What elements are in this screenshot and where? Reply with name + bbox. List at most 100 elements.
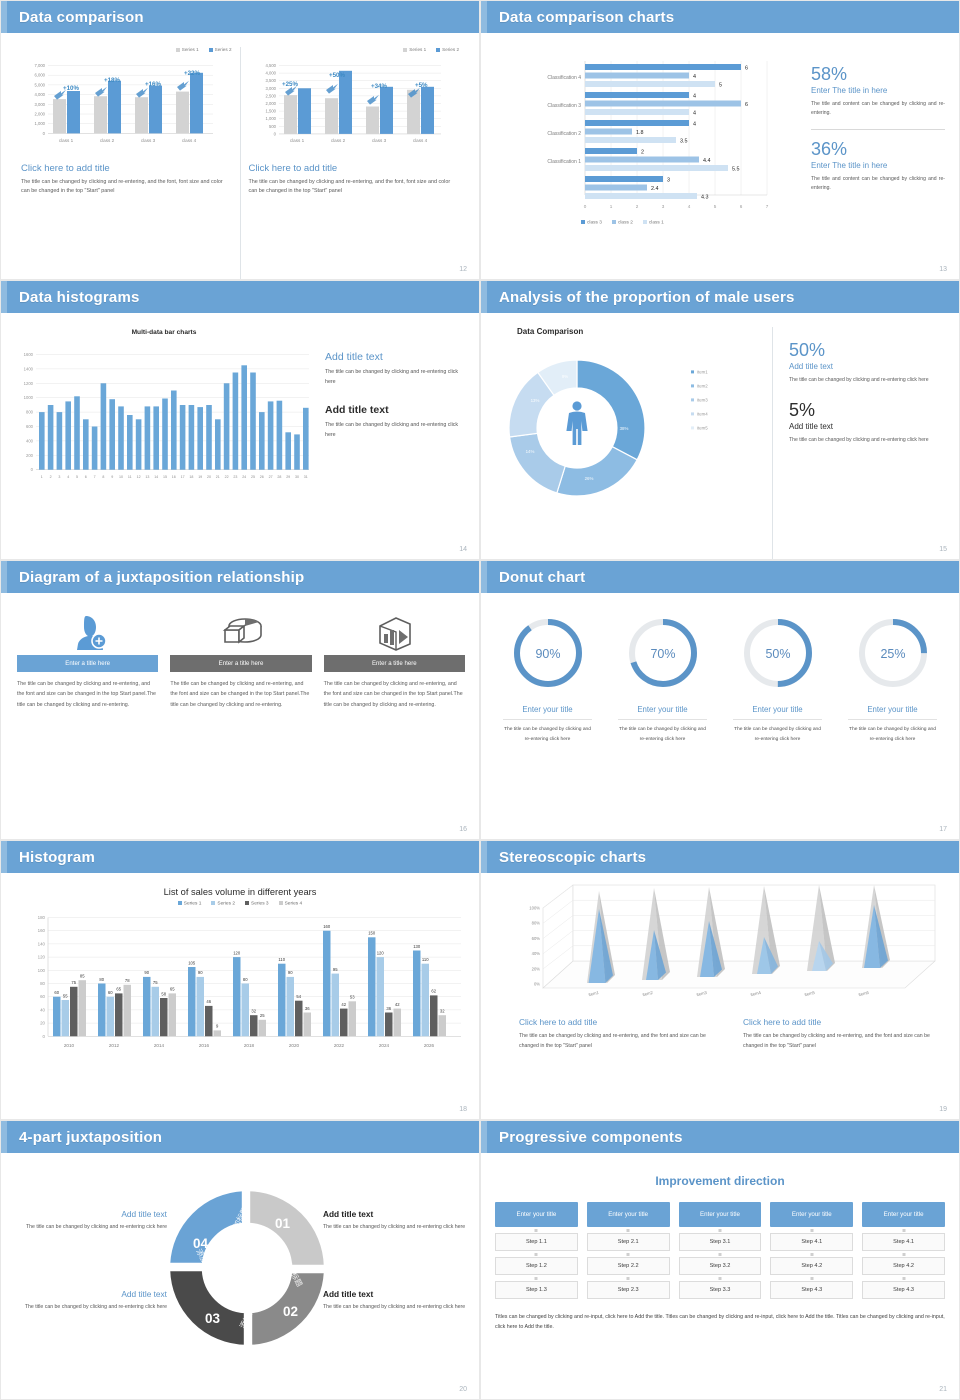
step-cell[interactable]: Step 4.3 [862, 1281, 945, 1299]
svg-text:42: 42 [341, 1002, 346, 1007]
svg-text:6: 6 [745, 102, 748, 108]
svg-text:60%: 60% [532, 936, 541, 941]
column-header[interactable]: Enter your title [678, 1202, 762, 1227]
svg-text:90: 90 [144, 970, 149, 975]
svg-text:1: 1 [41, 475, 43, 479]
stat-title: Add title text [789, 421, 834, 431]
step-cell[interactable]: Step 2.2 [586, 1257, 670, 1275]
slide-title: Data comparison charts [499, 8, 675, 26]
step-cell[interactable]: Step 2.1 [586, 1233, 670, 1251]
svg-text:+5%: +5% [415, 82, 428, 89]
svg-text:5: 5 [714, 204, 717, 209]
title-button[interactable]: Enter a title here [17, 655, 159, 672]
svg-text:80%: 80% [532, 921, 541, 926]
slide-header: Analysis of the proportion of male users [481, 281, 959, 313]
svg-text:10: 10 [119, 475, 123, 479]
title-button[interactable]: Enter a title here [170, 655, 312, 672]
step-cell[interactable]: Step 1.1 [495, 1233, 578, 1251]
stat-value: 58% [811, 64, 848, 84]
segment-number: 04 [193, 1236, 209, 1251]
svg-text:1,000: 1,000 [35, 121, 46, 126]
svg-text:+50%: +50% [329, 72, 345, 79]
step-cell[interactable]: Step 4.3 [770, 1281, 854, 1299]
step-cell[interactable]: Step 4.2 [770, 1257, 854, 1275]
ring-title: Enter your title [867, 705, 918, 714]
column-header[interactable]: Enter your title [862, 1202, 945, 1227]
pie-3d-icon [170, 609, 311, 655]
svg-text:32: 32 [251, 1009, 256, 1014]
step-cell[interactable]: Step 1.2 [495, 1257, 578, 1275]
step-cell[interactable]: Step 2.3 [586, 1281, 670, 1299]
svg-text:16: 16 [172, 475, 176, 479]
page-number: 21 [939, 1386, 947, 1393]
svg-text:class 4: class 4 [412, 138, 427, 143]
title-button[interactable]: Enter a title here [323, 655, 465, 672]
step-cell[interactable]: Step 3.1 [678, 1233, 762, 1251]
step-cell[interactable]: Step 1.3 [495, 1281, 578, 1299]
step-cell[interactable]: Step 4.1 [862, 1233, 945, 1251]
svg-text:22: 22 [225, 475, 229, 479]
slide-header: Data histograms [1, 281, 479, 313]
step-cell[interactable]: Step 4.2 [862, 1257, 945, 1275]
svg-text:class 3: class 3 [141, 138, 156, 143]
svg-text:4: 4 [693, 122, 696, 128]
svg-text:4: 4 [693, 74, 696, 80]
svg-text:29: 29 [286, 475, 290, 479]
slide-title: Analysis of the proportion of male users [499, 288, 795, 306]
svg-text:20: 20 [207, 475, 211, 479]
progress-ring: 90% [513, 619, 582, 687]
svg-text:200: 200 [26, 453, 34, 458]
svg-text:3.5: 3.5 [680, 139, 688, 145]
svg-text:75: 75 [71, 980, 76, 985]
svg-text:2: 2 [636, 204, 639, 209]
column-text: The title can be changed by clicking and… [323, 681, 463, 708]
stat-text: The title can be changed by clicking and… [789, 376, 929, 383]
step-cell[interactable]: Step 3.2 [678, 1257, 762, 1275]
svg-text:32: 32 [440, 1009, 445, 1014]
svg-text:13%: 13% [531, 398, 540, 403]
svg-text:21: 21 [216, 475, 220, 479]
svg-text:18: 18 [189, 475, 193, 479]
svg-text:7: 7 [94, 475, 96, 479]
svg-text:2020: 2020 [289, 1043, 300, 1048]
step-cell[interactable]: Step 4.1 [770, 1233, 854, 1251]
slide-data-comparison: Data comparison Series 1 Series 2 7,000 6… [0, 0, 480, 280]
svg-text:46: 46 [206, 999, 211, 1004]
ring-title: Enter your title [752, 705, 803, 714]
svg-text:54: 54 [296, 994, 301, 999]
grouped-bar-chart: 180 160 140 120 100 80 60 40 20 0 [38, 915, 461, 1048]
svg-text:105: 105 [188, 961, 196, 966]
column-header[interactable]: Enter your title [586, 1202, 670, 1227]
svg-text:class 3: class 3 [371, 138, 386, 143]
svg-text:38%: 38% [620, 426, 629, 431]
block-title: Add title text [323, 1289, 374, 1299]
svg-text:19: 19 [198, 475, 202, 479]
svg-text:1,000: 1,000 [265, 116, 276, 121]
slide-title: Stereoscopic charts [499, 848, 647, 866]
svg-text:2010: 2010 [64, 1043, 75, 1048]
legend-item: Series 2 [208, 47, 232, 52]
svg-text:400: 400 [26, 438, 34, 443]
svg-text:40%: 40% [532, 951, 541, 956]
block-title: Add title text [323, 1209, 374, 1219]
slide-stereoscopic-charts: Stereoscopic charts [480, 840, 960, 1120]
step-cell[interactable]: Step 3.3 [678, 1281, 762, 1299]
segment-number: 01 [275, 1216, 291, 1231]
ring-value: 70% [650, 647, 675, 661]
svg-text:item2: item2 [642, 990, 654, 997]
svg-text:58: 58 [161, 992, 166, 997]
page-number: 18 [459, 1106, 467, 1113]
column-header[interactable]: Enter your title [495, 1202, 578, 1227]
svg-text:+25%: +25% [282, 81, 298, 88]
svg-text:3: 3 [662, 204, 665, 209]
svg-text:2014: 2014 [154, 1043, 165, 1048]
svg-text:62: 62 [431, 989, 436, 994]
svg-text:55: 55 [63, 994, 68, 999]
svg-text:25: 25 [260, 1013, 265, 1018]
ring-title: Enter your title [522, 705, 573, 714]
block-text: The title can be changed by clicking and… [519, 1033, 706, 1050]
svg-text:class 1: class 1 [289, 138, 304, 143]
column-header[interactable]: Enter your title [770, 1202, 854, 1227]
svg-text:item1: item1 [697, 370, 708, 375]
svg-text:110: 110 [422, 957, 429, 962]
